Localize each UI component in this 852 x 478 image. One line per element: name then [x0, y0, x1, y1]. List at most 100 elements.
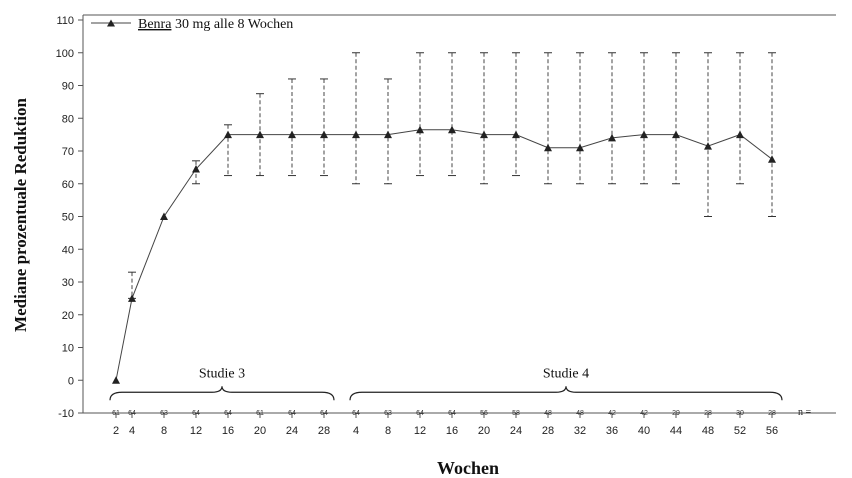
n-value: 64 — [192, 410, 200, 417]
n-value: 28 — [704, 410, 712, 417]
data-point — [352, 130, 360, 139]
n-value: 64 — [128, 410, 136, 417]
x-tick-label: 28 — [542, 425, 554, 437]
y-tick-label: 80 — [62, 113, 74, 125]
data-point — [160, 212, 168, 220]
data-point — [112, 376, 120, 384]
data-point — [640, 130, 648, 139]
legend: Benra 30 mg alle 8 Wochen — [91, 17, 293, 32]
y-tick-label: 30 — [62, 277, 74, 289]
data-point — [480, 130, 488, 139]
n-equals-label: n = — [798, 407, 812, 418]
data-point — [384, 130, 392, 139]
n-value: 64 — [224, 410, 232, 417]
n-value: 63 — [160, 410, 168, 417]
y-tick-label: -10 — [58, 408, 74, 420]
x-tick-label: 8 — [161, 425, 167, 437]
data-point — [608, 133, 616, 142]
data-point — [256, 130, 264, 139]
data-point — [576, 143, 584, 152]
n-value: 42 — [640, 410, 648, 417]
x-tick-label: 12 — [414, 425, 426, 437]
data-point — [512, 130, 520, 139]
series-line — [115, 129, 773, 381]
data-point — [736, 130, 744, 139]
x-tick-label: 16 — [446, 425, 458, 437]
axes — [82, 14, 836, 414]
series — [112, 125, 776, 384]
n-value: 63 — [384, 410, 392, 417]
study-brace — [349, 386, 783, 401]
n-value: 42 — [608, 410, 616, 417]
data-point — [544, 143, 552, 152]
x-tick-label: 8 — [385, 425, 391, 437]
n-value: 58 — [512, 410, 520, 417]
n-value: 30 — [736, 410, 744, 417]
y-tick-label: 40 — [62, 244, 74, 256]
n-value: 64 — [416, 410, 424, 417]
x-tick-label: 40 — [638, 425, 650, 437]
study-brace — [109, 386, 335, 401]
study-braces: Studie 3 Studie 4 — [109, 366, 783, 401]
y-tick-label: 60 — [62, 179, 74, 191]
x-ticks: 2 4 8 12 16 20 24 28 4 8 12 16 20 24 28 32 36 40 44 48 52 56 — [113, 413, 778, 437]
data-point — [416, 125, 424, 134]
n-value: 61 — [112, 410, 120, 417]
data-point — [288, 130, 296, 139]
n-value: 64 — [320, 410, 328, 417]
n-value: 64 — [288, 410, 296, 417]
legend-label-rest: 30 mg alle 8 Wochen — [171, 17, 293, 32]
x-tick-label: 4 — [129, 425, 135, 437]
x-tick-label: 56 — [766, 425, 778, 437]
y-tick-label: 110 — [56, 15, 74, 27]
data-point — [448, 125, 456, 134]
data-point — [192, 165, 200, 173]
x-tick-label: 20 — [478, 425, 490, 437]
study-label: Studie 4 — [543, 366, 589, 381]
study-label: Studie 3 — [199, 366, 245, 381]
x-tick-label: 12 — [190, 425, 202, 437]
x-tick-label: 28 — [318, 425, 330, 437]
legend-label: Benra 30 mg alle 8 Wochen — [138, 17, 293, 32]
x-tick-label: 20 — [254, 425, 266, 437]
y-axis-label: Mediane prozentuale Reduktion — [11, 97, 30, 331]
data-point — [224, 130, 232, 139]
data-point — [320, 130, 328, 139]
n-value: 28 — [768, 410, 776, 417]
n-value: 61 — [256, 410, 264, 417]
x-tick-label: 16 — [222, 425, 234, 437]
x-tick-label: 24 — [510, 425, 522, 437]
data-point — [128, 294, 136, 302]
x-tick-label: 4 — [353, 425, 359, 437]
x-tick-label: 36 — [606, 425, 618, 437]
n-value: 48 — [576, 410, 584, 417]
x-tick-label: 44 — [670, 425, 682, 437]
y-ticks: -10 0 10 20 30 40 50 60 70 80 90 100 110 — [56, 15, 83, 420]
data-point — [768, 155, 776, 163]
x-tick-label: 52 — [734, 425, 746, 437]
x-tick-label: 32 — [574, 425, 586, 437]
n-value: 64 — [448, 410, 456, 417]
n-value: 48 — [544, 410, 552, 417]
legend-label-underlined: Benra — [138, 17, 172, 32]
y-tick-label: 10 — [62, 343, 74, 355]
y-tick-label: 50 — [62, 212, 74, 224]
y-tick-label: 100 — [56, 48, 74, 60]
legend-marker — [107, 19, 115, 27]
data-point — [704, 142, 712, 150]
y-tick-label: 90 — [62, 81, 74, 93]
n-value: 56 — [480, 410, 488, 417]
y-tick-label: 70 — [62, 146, 74, 158]
n-value: 64 — [352, 410, 360, 417]
data-point — [672, 130, 680, 139]
y-tick-label: 20 — [62, 310, 74, 322]
x-tick-label: 2 — [113, 425, 119, 437]
n-value: 29 — [672, 410, 680, 417]
error-bars — [128, 52, 776, 299]
y-tick-label: 0 — [68, 375, 74, 387]
x-axis-label: Wochen — [437, 458, 499, 478]
n-values: 61 64 63 64 64 61 64 64 64 63 64 64 56 58 48 48 42 42 29 28… — [112, 410, 776, 417]
x-tick-label: 24 — [286, 425, 298, 437]
x-tick-label: 48 — [702, 425, 714, 437]
